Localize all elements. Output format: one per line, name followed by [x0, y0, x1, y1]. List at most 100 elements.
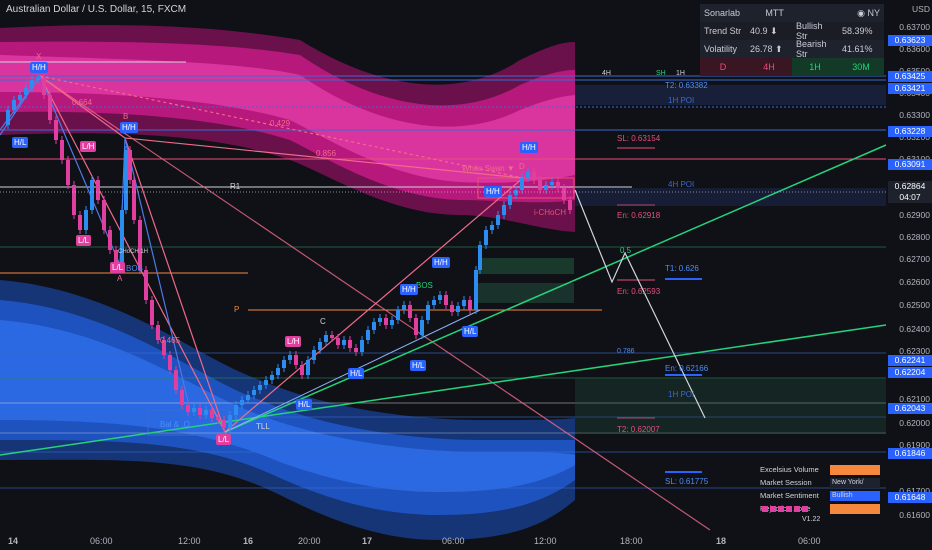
label-b: B [123, 112, 129, 121]
candle-body [90, 180, 94, 210]
label-fib-786: 0.786 [617, 348, 635, 355]
label-bal: Bal & .O [160, 420, 190, 429]
candle-body [474, 270, 478, 310]
legend-item: Market Sentiment Bullish [760, 490, 880, 501]
time-tick: 12:00 [534, 536, 557, 546]
label-fib-465: 0.465 [160, 336, 181, 345]
candle-body [456, 306, 460, 312]
swing-tag: L/L [76, 235, 92, 246]
candle-body [354, 348, 358, 352]
candle-body [508, 195, 512, 205]
candle-body [408, 305, 412, 318]
volatility-value: 26.78 ⬆ [750, 43, 783, 54]
tf-d[interactable]: D [700, 58, 746, 76]
candle-body [114, 250, 118, 262]
candle-body [276, 368, 280, 375]
price-tick: 0.62900 [899, 210, 930, 220]
candle-body [360, 340, 364, 352]
candle-body [384, 318, 388, 325]
trend-label: Trend Str [704, 26, 742, 36]
candle-body [306, 360, 310, 375]
price-marker: 0.63623 [888, 35, 932, 46]
candle-body [198, 408, 202, 415]
price-tick: 0.62100 [899, 394, 930, 404]
globe-icon: ◉ [857, 7, 868, 18]
candle-body [432, 300, 436, 305]
candle-body [444, 295, 448, 305]
label-poi-1h-low: 1H POI [668, 390, 695, 399]
legend-value: New York/ [830, 477, 880, 488]
currency-label: USD [912, 4, 930, 14]
candle-body [234, 405, 238, 415]
label-tll: TLL [256, 422, 270, 431]
price-tick: 0.63700 [899, 22, 930, 32]
price-tick: 0.61600 [899, 510, 930, 520]
time-tick: 14 [8, 536, 19, 546]
candle-body [342, 340, 346, 345]
label-fib-429: 0.429 [270, 119, 291, 128]
price-tick: 0.62800 [899, 232, 930, 242]
candle-body [568, 200, 572, 210]
swing-tag: H/H [520, 142, 538, 153]
time-tick: 12:00 [178, 536, 201, 546]
price-tick: 0.61900 [899, 440, 930, 450]
legend-value [830, 464, 880, 475]
candle-body [12, 100, 16, 110]
candle-body [312, 350, 316, 360]
trend-value: 40.9 ⬇ [750, 25, 778, 36]
candle-body [180, 390, 184, 405]
candle-body [402, 305, 406, 310]
candle-body [526, 172, 530, 178]
candle-body [204, 410, 208, 415]
price-tick: 0.61700 [899, 486, 930, 496]
tf-30m[interactable]: 30M [838, 58, 884, 76]
label-sl: SL: 0.63154 [617, 134, 661, 143]
candle-body [84, 210, 88, 230]
label-t2-low: T2: 0.62007 [617, 425, 660, 434]
candle-body [72, 185, 76, 215]
tf-1h[interactable]: 1H [792, 58, 838, 76]
tf-4h[interactable]: 4H [746, 58, 792, 76]
label-choch-1h: CHoCH 1H [118, 249, 149, 255]
price-tick: 0.62000 [899, 418, 930, 428]
candle-body [150, 300, 154, 325]
candle-body [544, 185, 548, 190]
price-marker: 0.63091 [888, 159, 932, 170]
label-sh: SH [656, 70, 666, 77]
candle-body [324, 335, 328, 342]
label-bos-1: BOS [416, 281, 433, 290]
label-fib-664: 0.664 [72, 98, 93, 107]
candle-body [300, 365, 304, 375]
swing-tag: H/L [296, 399, 313, 410]
price-tick: 0.62500 [899, 300, 930, 310]
candle-body [270, 375, 274, 380]
candle-body [366, 330, 370, 340]
label-c: C [320, 317, 326, 326]
price-tick: 0.63600 [899, 44, 930, 54]
label-d: D [519, 162, 525, 171]
time-tick: 17 [362, 536, 373, 546]
swing-tag: H/L [12, 137, 29, 148]
candle-body [496, 215, 500, 225]
price-marker: 0.63421 [888, 83, 932, 94]
time-tick: 16 [243, 536, 254, 546]
swing-tag: H/H [432, 257, 450, 268]
candle-body [538, 180, 542, 190]
poi-zone-lower [575, 378, 886, 433]
version-label: V1.22 [802, 516, 821, 523]
candle-body [162, 340, 166, 355]
candle-body [462, 300, 466, 306]
price-tick: 0.62300 [899, 346, 930, 356]
price-marker: 0.63228 [888, 126, 932, 137]
label-x: X [36, 52, 42, 61]
swing-tag: L/H [80, 141, 97, 152]
price-tick: 0.63200 [899, 132, 930, 142]
candle-body [502, 205, 506, 215]
candle-body [48, 95, 52, 120]
label-fib-05: 0.5 [620, 246, 632, 255]
candle-body [294, 355, 298, 365]
label-r1: R1 [230, 182, 241, 191]
label-white-swan: White Swan ▼ [462, 164, 515, 173]
panel-session: ◉ NY [857, 7, 880, 18]
